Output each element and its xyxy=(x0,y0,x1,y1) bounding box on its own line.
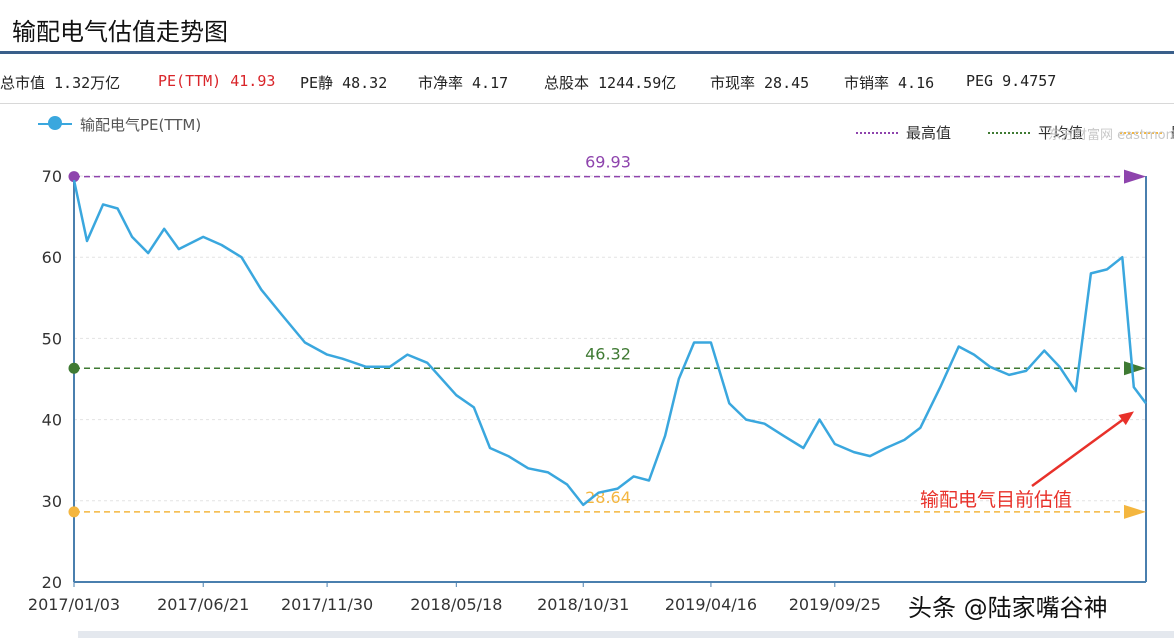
watermark: 东方财富网 eastmoney.com xyxy=(1048,128,1174,143)
legend-main-label: 输配电气PE(TTM) xyxy=(80,116,202,134)
x-tick-label: 2018/05/18 xyxy=(410,595,502,614)
stat-total-shares: 总股本 1244.59亿 xyxy=(544,74,677,92)
legend-dot-swatch xyxy=(48,116,62,130)
annotation-label: 输配电气目前估值 xyxy=(920,489,1072,511)
y-tick-label: 50 xyxy=(42,329,62,348)
avg-line-value-label: 46.32 xyxy=(585,344,631,363)
legend-avg-swatch xyxy=(988,132,1030,134)
y-tick-label: 60 xyxy=(42,248,62,267)
stat-pe-ttm: PE(TTM) 41.93 xyxy=(158,72,276,90)
stat-peg: PEG 9.4757 xyxy=(966,72,1057,90)
legend-min-swatch xyxy=(1120,132,1162,134)
x-tick-label: 2019/04/16 xyxy=(665,595,757,614)
avg-line-start-dot xyxy=(68,362,80,374)
avg-line-arrow xyxy=(1124,361,1146,376)
y-tick-label: 30 xyxy=(42,492,62,511)
x-tick-label: 2017/01/03 xyxy=(28,595,120,614)
pe-series-line xyxy=(72,179,1148,507)
max-line-start-dot xyxy=(68,171,80,183)
x-tick-label: 2017/06/21 xyxy=(157,595,249,614)
legend-max-label: 最高值 xyxy=(906,124,952,142)
x-tick-label: 2018/10/31 xyxy=(537,595,629,614)
stats-bar: 总市值 1.32万亿 PE(TTM) 41.93 PE静 48.32 市净率 4… xyxy=(0,58,1174,104)
annotation-arrow-head xyxy=(1118,411,1134,426)
min-line-arrow xyxy=(1124,504,1146,519)
stat-ps-ratio: 市销率 4.16 xyxy=(844,74,935,92)
title-bar: 输配电气估值走势图 xyxy=(0,0,1174,54)
stat-pb-ratio: 市净率 4.17 xyxy=(418,74,509,92)
legend-avg-label: 平均值 xyxy=(1038,124,1084,142)
y-tick-label: 20 xyxy=(42,573,62,592)
footer-strip xyxy=(78,631,1174,638)
stat-market-cap: 总市值 1.32万亿 xyxy=(0,74,121,92)
y-tick-label: 40 xyxy=(42,411,62,430)
annotation-arrow-shaft xyxy=(1031,416,1127,488)
max-line-value-label: 69.93 xyxy=(585,153,631,172)
y-tick-label: 70 xyxy=(42,167,62,186)
pe-chart: 20 30 40 50 60 70 2017/01/03 2017/06/21 2017/11/… xyxy=(28,153,1148,614)
min-line-value-label: 28.64 xyxy=(585,488,631,507)
max-line-arrow xyxy=(1124,169,1146,184)
page-title: 输配电气估值走势图 xyxy=(12,18,228,46)
credit-watermark: 头条 @陆家嘴谷神 xyxy=(908,594,1108,622)
x-tick-label: 2019/09/25 xyxy=(789,595,881,614)
stat-pe-static: PE静 48.32 xyxy=(300,74,388,92)
x-tick-label: 2017/11/30 xyxy=(281,595,373,614)
legend-max-swatch xyxy=(856,132,898,134)
legend-min-label: 最 xyxy=(1170,122,1174,143)
stat-pcf-ratio: 市现率 28.45 xyxy=(710,74,810,92)
min-line-start-dot xyxy=(68,506,80,518)
